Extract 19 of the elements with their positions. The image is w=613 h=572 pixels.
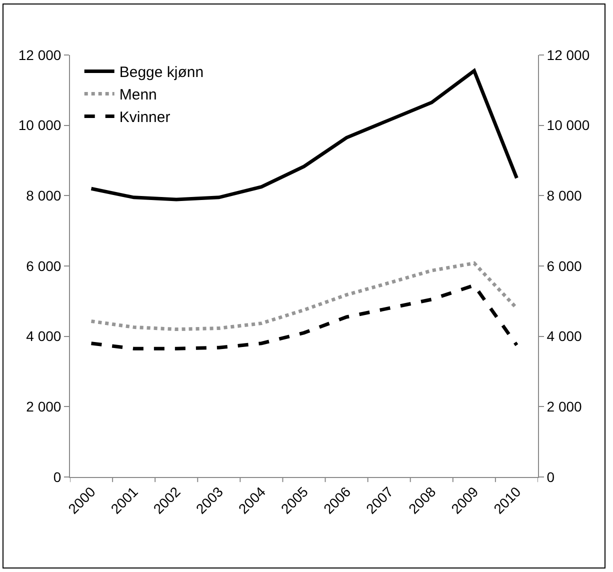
line-series [90, 261, 518, 332]
y2-tick-label: 0 [546, 468, 555, 485]
y2-tick-label: 8 000 [546, 188, 582, 204]
y-tick-label: 10 000 [18, 117, 62, 134]
y2-tick-label: 10 000 [546, 117, 590, 134]
y2-tick-label: 6 000 [546, 258, 582, 274]
legend-label: Kvinner [119, 109, 170, 126]
y-tick-label: 8 000 [26, 188, 62, 204]
legend-label: Menn [119, 86, 157, 104]
legend-label: Begge kjønn [119, 64, 204, 82]
y-tick-label: 6 000 [26, 258, 62, 274]
y2-tick-label: 4 000 [546, 328, 582, 344]
y-tick-label: 12 000 [18, 46, 62, 63]
y2-tick-label: 2 000 [546, 398, 582, 415]
y-tick-label: 2 000 [26, 398, 62, 415]
y-tick-label: 0 [53, 468, 62, 485]
line-series [90, 284, 518, 350]
y-tick-label: 4 000 [26, 328, 62, 344]
y2-tick-label: 12 000 [546, 46, 590, 63]
